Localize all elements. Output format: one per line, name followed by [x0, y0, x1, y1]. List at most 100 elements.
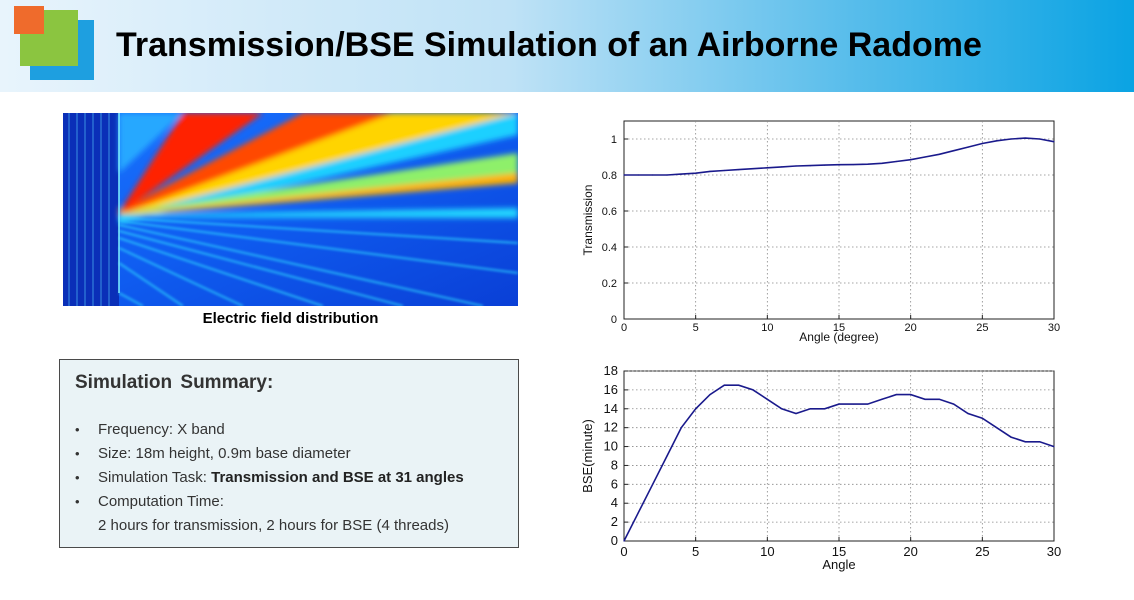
y-tick-label: 0.2 [602, 278, 617, 290]
data-point [967, 146, 969, 148]
data-point [738, 169, 740, 171]
data-point [895, 394, 897, 396]
y-axis-label: Transmission [581, 185, 595, 256]
data-point [637, 512, 639, 514]
company-logo [14, 6, 98, 82]
x-tick-label: 0 [621, 322, 627, 334]
y-tick-label: 0 [611, 314, 617, 326]
data-point [709, 394, 711, 396]
y-tick-label: 1 [611, 134, 617, 146]
x-tick-label: 25 [976, 322, 988, 334]
x-axis-label: Angle (degree) [799, 330, 878, 344]
data-point [781, 166, 783, 168]
slide-title: Transmission/BSE Simulation of an Airbor… [116, 26, 982, 64]
x-tick-label: 30 [1048, 322, 1060, 334]
data-point [623, 174, 625, 176]
y-tick-label: 8 [611, 457, 618, 472]
y-tick-label: 0.6 [602, 206, 617, 218]
x-tick-label: 20 [905, 322, 917, 334]
data-point [967, 412, 969, 415]
data-point [938, 398, 940, 400]
data-point [910, 159, 912, 161]
x-tick-label: 10 [761, 322, 773, 334]
summary-list: Frequency: X band Size: 18m height, 0.9m… [75, 418, 464, 538]
x-tick-label: 15 [832, 544, 846, 559]
data-point [881, 162, 883, 164]
field-caption: Electric field distribution [202, 310, 379, 327]
data-point [881, 398, 883, 400]
data-point [752, 168, 754, 170]
data-point [924, 398, 926, 400]
data-point [1024, 137, 1026, 139]
data-point [766, 398, 768, 400]
data-point [1053, 445, 1055, 448]
data-point [795, 165, 797, 167]
y-tick-label: 0.8 [602, 170, 617, 182]
data-point [1039, 138, 1041, 140]
data-point [981, 417, 983, 419]
summary-item-size: Size: 18m height, 0.9m base diameter [75, 442, 464, 466]
data-point [680, 427, 682, 429]
data-point [781, 408, 783, 410]
data-point [652, 483, 654, 485]
logo-orange-square [14, 6, 44, 34]
data-point [809, 165, 811, 167]
transmission-chart: 0 5 10 15 20 25 30 0 0.2 0.4 0.6 0.8 1 Angle (degree)… [581, 120, 1060, 344]
data-point [1010, 436, 1012, 438]
summary-item-task: Simulation Task: Transmission and BSE at… [75, 466, 464, 490]
data-point [666, 455, 668, 457]
data-point [652, 174, 654, 176]
data-point [809, 408, 811, 410]
data-point [924, 156, 926, 158]
data-point [824, 164, 826, 166]
data-point [709, 170, 711, 172]
slide-header: Transmission/BSE Simulation of an Airbor… [0, 0, 1134, 92]
y-tick-label: 6 [611, 476, 618, 491]
data-point [1039, 441, 1041, 443]
data-point [752, 389, 754, 391]
y-tick-label: 0.4 [602, 242, 617, 254]
data-point [723, 384, 725, 386]
data-point [996, 140, 998, 142]
data-point [838, 164, 840, 166]
data-point [838, 403, 840, 405]
data-point [695, 408, 697, 410]
data-point [824, 408, 826, 410]
data-point [895, 160, 897, 163]
data-point [623, 540, 625, 542]
summary-item-time: Computation Time:2 hours for transmissio… [75, 490, 464, 538]
x-tick-label: 30 [1047, 544, 1061, 559]
bse-chart: 0 5 10 15 20 25 30024681012141618AngleBSE(minu… [580, 363, 1061, 572]
data-point [953, 403, 955, 405]
data-point [867, 403, 869, 405]
data-point [996, 427, 998, 429]
y-tick-label: 10 [604, 439, 618, 454]
data-point [680, 173, 682, 175]
data-point [910, 394, 912, 396]
x-tick-label: 5 [693, 322, 699, 334]
data-point [981, 142, 983, 145]
y-tick-label: 18 [604, 363, 618, 378]
summary-item-frequency: Frequency: X band [75, 418, 464, 442]
y-axis-label: BSE(minute) [580, 419, 595, 493]
y-tick-label: 0 [611, 533, 618, 548]
data-point [695, 172, 697, 174]
data-point [766, 167, 768, 169]
y-tick-label: 2 [611, 514, 618, 529]
data-point [637, 174, 639, 176]
x-tick-label: 0 [620, 544, 627, 559]
x-tick-label: 20 [903, 544, 917, 559]
simulation-summary-box: Simulation Summary: Frequency: X band Si… [59, 359, 519, 548]
y-tick-label: 16 [604, 382, 618, 397]
data-point [1053, 141, 1055, 143]
data-point [666, 174, 668, 176]
data-point [938, 153, 940, 155]
data-point [953, 150, 955, 152]
data-point [795, 412, 797, 415]
data-point [1010, 138, 1012, 140]
data-point [867, 163, 869, 165]
x-tick-label: 10 [760, 544, 774, 559]
x-tick-label: 25 [975, 544, 989, 559]
x-tick-label: 5 [692, 544, 699, 559]
x-tick-label: 15 [833, 322, 845, 334]
